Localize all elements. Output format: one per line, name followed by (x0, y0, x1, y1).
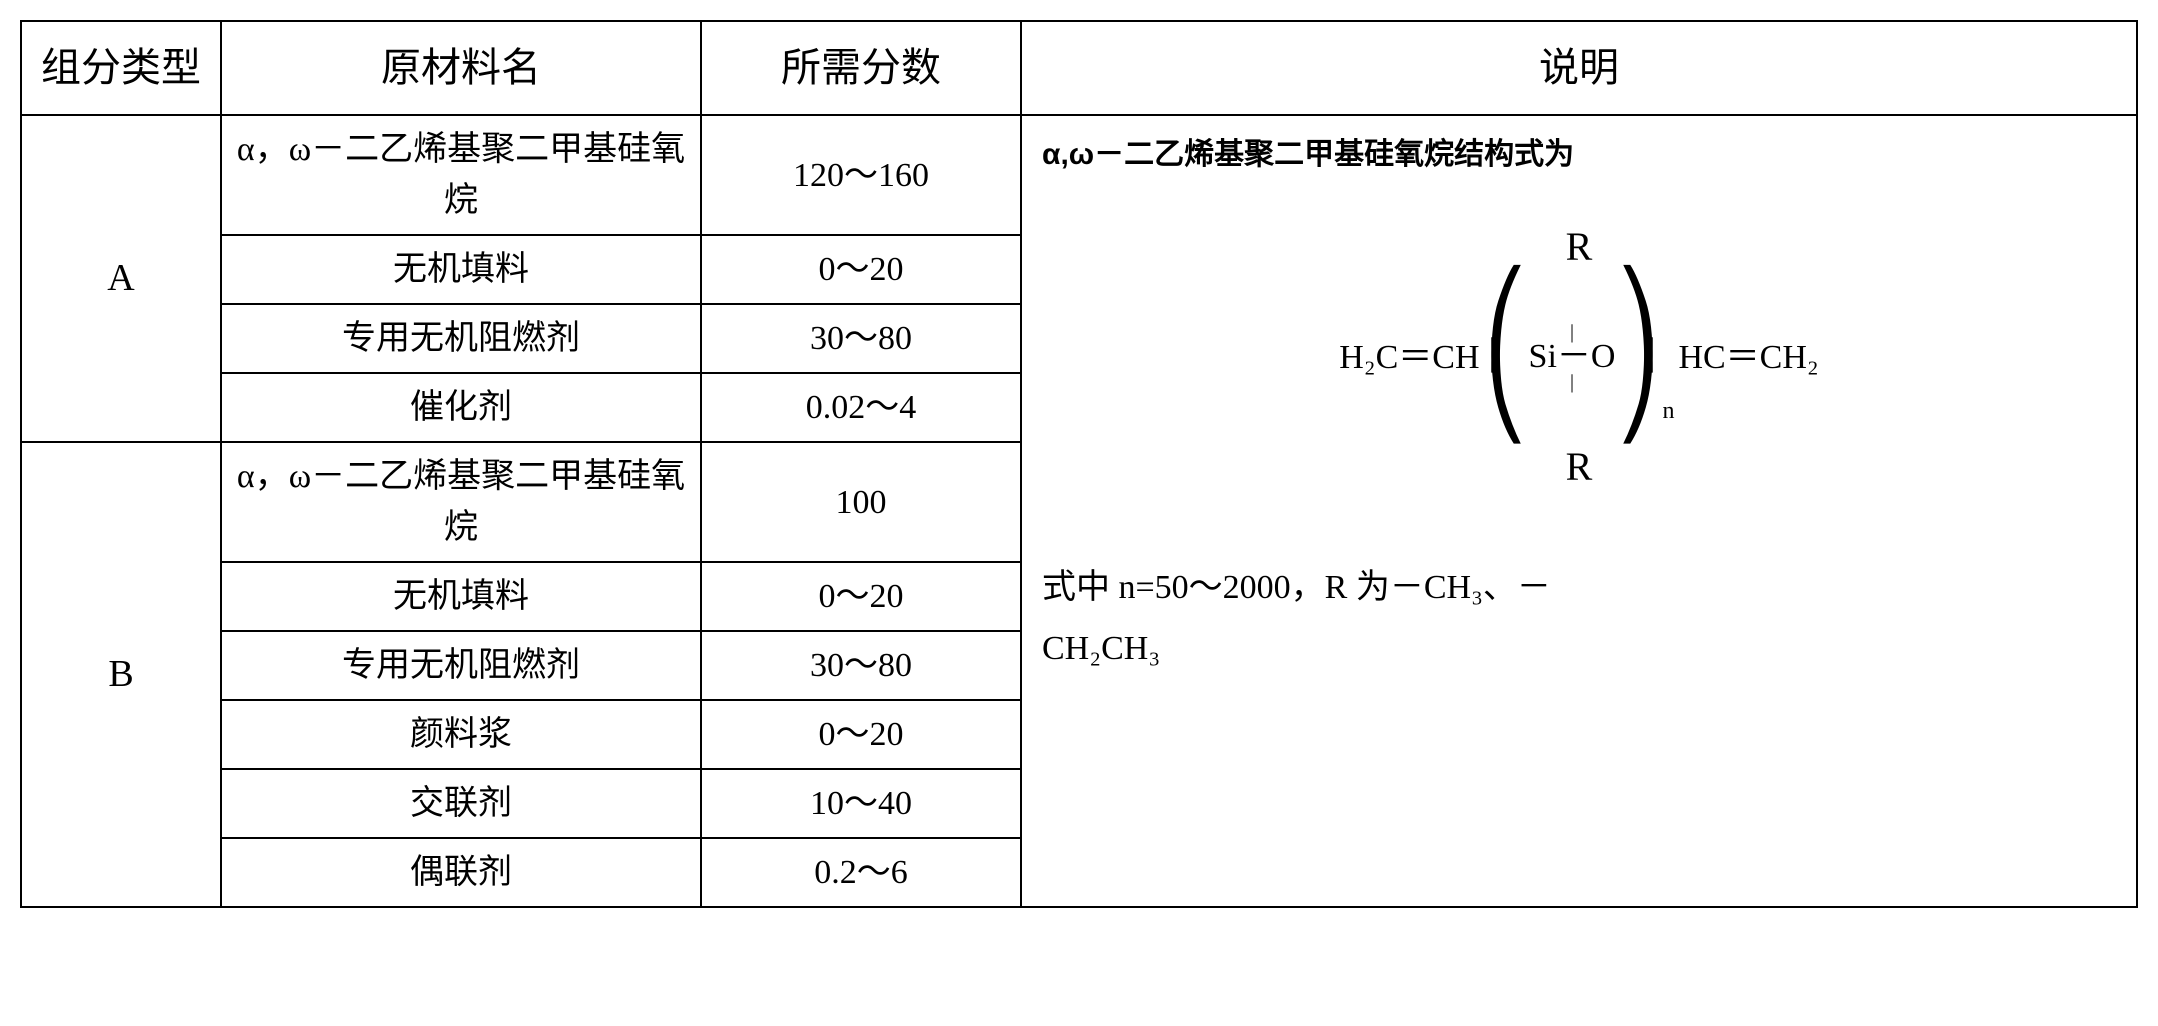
composition-table-container: 组分类型 原材料名 所需分数 说明 A α，ω－二乙烯基聚二甲基硅氧烷 120～… (20, 20, 2138, 908)
fraction-cell: 120～160 (701, 115, 1021, 235)
r-bottom-symbol: R (1042, 437, 2116, 497)
footer-line-1: 式中 n=50～2000，R 为－CH₃、－ (1042, 569, 1551, 606)
subscript-n: n (1662, 393, 1674, 429)
material-cell: 交联剂 (221, 769, 701, 838)
material-cell: 无机填料 (221, 235, 701, 304)
header-material: 原材料名 (221, 21, 701, 115)
header-description: 说明 (1021, 21, 2137, 115)
header-type: 组分类型 (21, 21, 221, 115)
bottom-bond-icon: | (1570, 376, 1574, 388)
material-cell: 无机填料 (221, 562, 701, 631)
material-cell: 偶联剂 (221, 838, 701, 907)
header-fraction: 所需分数 (701, 21, 1021, 115)
footer-line-2: CH₂CH₃ (1042, 630, 1160, 667)
formula-footer: 式中 n=50～2000，R 为－CH₃、－ CH₂CH₃ (1042, 557, 2116, 679)
fraction-cell: 0.02～4 (701, 373, 1021, 442)
right-bracket-icon: ⎞⎠ (1615, 285, 1660, 429)
fraction-cell: 100 (701, 442, 1021, 562)
header-row: 组分类型 原材料名 所需分数 说明 (21, 21, 2137, 115)
repeating-unit: | Si－O | (1529, 326, 1616, 387)
fraction-cell: 0.2～6 (701, 838, 1021, 907)
fraction-cell: 10～40 (701, 769, 1021, 838)
material-cell: 专用无机阻燃剂 (221, 631, 701, 700)
fraction-cell: 0～20 (701, 562, 1021, 631)
table-row: A α，ω－二乙烯基聚二甲基硅氧烷 120～160 α,ω－二乙烯基聚二甲基硅氧… (21, 115, 2137, 235)
material-cell: α，ω－二乙烯基聚二甲基硅氧烷 (221, 115, 701, 235)
fraction-cell: 30～80 (701, 304, 1021, 373)
material-cell: 专用无机阻燃剂 (221, 304, 701, 373)
chemical-formula: R H₂C＝CH ⎛⎝ | Si－O | ⎞⎠ (1042, 217, 2116, 497)
group-a-label: A (21, 115, 221, 442)
fraction-cell: 30～80 (701, 631, 1021, 700)
formula-title: α,ω－二乙烯基聚二甲基硅氧烷结构式为 (1042, 132, 2116, 177)
material-cell: α，ω－二乙烯基聚二甲基硅氧烷 (221, 442, 701, 562)
r-top-symbol: R (1042, 217, 2116, 277)
group-b-label: B (21, 442, 221, 907)
formula-left-group: H₂C＝CH (1339, 332, 1479, 383)
formula-main-line: H₂C＝CH ⎛⎝ | Si－O | ⎞⎠ n (1042, 285, 2116, 429)
left-bracket-icon: ⎛⎝ (1484, 285, 1529, 429)
formula-right-group: HC＝CH₂ (1678, 332, 1818, 383)
fraction-cell: 0～20 (701, 700, 1021, 769)
bracket-group: ⎛⎝ | Si－O | ⎞⎠ n (1484, 285, 1675, 429)
description-cell: α,ω－二乙烯基聚二甲基硅氧烷结构式为 R H₂C＝CH ⎛⎝ | Si－O | (1021, 115, 2137, 907)
material-cell: 颜料浆 (221, 700, 701, 769)
material-cell: 催化剂 (221, 373, 701, 442)
composition-table: 组分类型 原材料名 所需分数 说明 A α，ω－二乙烯基聚二甲基硅氧烷 120～… (20, 20, 2138, 908)
fraction-cell: 0～20 (701, 235, 1021, 304)
top-bond-icon: | (1570, 326, 1574, 338)
